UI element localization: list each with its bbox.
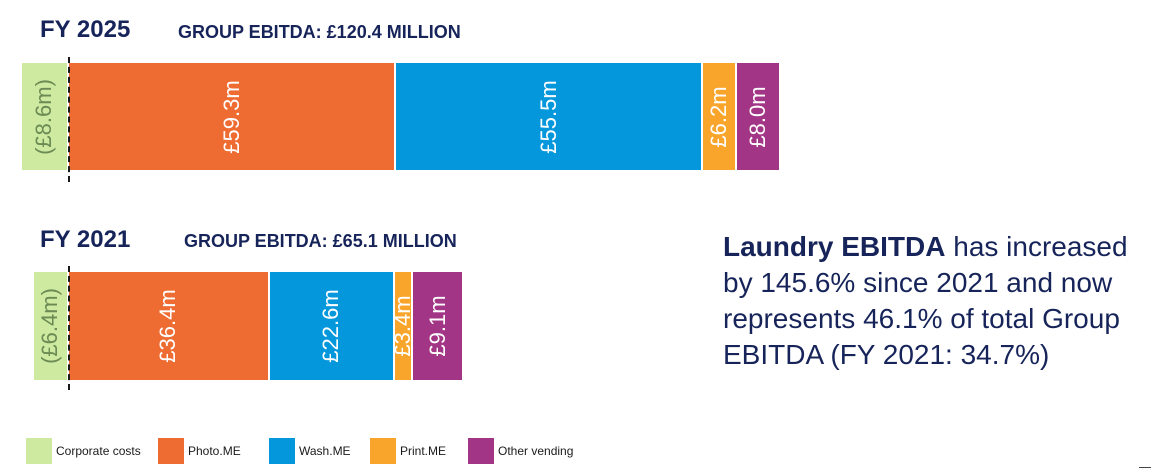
bar-segment-other-vending: £9.1m	[413, 272, 464, 380]
legend-swatch	[468, 438, 494, 464]
bar-segment-photo-me: £59.3m	[69, 63, 397, 170]
data-label: £36.4m	[155, 289, 181, 363]
bar-segment-corporate-costs: (£6.4m)	[33, 272, 69, 380]
data-label: £55.5m	[535, 79, 561, 154]
bar-segment-print-me: £3.4m	[390, 272, 415, 380]
laundry-ebitda-callout: Laundry EBITDA has increased by 145.6% s…	[723, 229, 1133, 373]
bar-segment-other-vending: £8.0m	[736, 63, 782, 170]
legend-swatch	[26, 438, 52, 464]
data-label: £9.1m	[424, 295, 450, 357]
chart-title-fy2025: FY 2025	[40, 16, 131, 43]
corner-divider	[1139, 467, 1151, 468]
data-label: £6.2m	[705, 85, 731, 148]
data-label: £3.4m	[390, 295, 416, 357]
chart-subtitle-fy2021: GROUP EBITDA: £65.1 MILLION	[184, 231, 457, 251]
chart-title-fy2021: FY 2021	[40, 226, 131, 253]
callout-body-text: has increased by 145.6% since 2021 and n…	[723, 231, 1128, 370]
zero-axis-line	[68, 57, 70, 182]
bar-segment-wash-me: £55.5m	[396, 63, 703, 170]
data-label: (£6.4m)	[37, 288, 63, 364]
legend-label: Wash.ME	[299, 444, 351, 458]
bar-segment-wash-me: £22.6m	[269, 272, 395, 380]
data-label: (£8.6m)	[31, 78, 57, 155]
data-label: £22.6m	[318, 289, 344, 363]
legend-label: Print.ME	[400, 444, 447, 458]
chart-subtitle-fy2025: GROUP EBITDA: £120.4 MILLION	[178, 22, 461, 42]
legend-label: Corporate costs	[56, 444, 141, 458]
bar-segment-corporate-costs: (£8.6m)	[21, 63, 69, 170]
bar-segment-photo-me: £36.4m	[69, 272, 270, 380]
legend-swatch	[370, 438, 396, 464]
legend-swatch	[269, 438, 295, 464]
zero-axis-line	[68, 266, 70, 390]
legend-label: Photo.ME	[188, 444, 241, 458]
callout-bold-text: Laundry EBITDA	[723, 231, 946, 262]
data-label: £59.3m	[218, 79, 244, 154]
bar-segment-print-me: £6.2m	[702, 63, 737, 170]
legend-swatch	[158, 438, 184, 464]
data-label: £8.0m	[744, 85, 770, 148]
legend-label: Other vending	[498, 444, 574, 458]
